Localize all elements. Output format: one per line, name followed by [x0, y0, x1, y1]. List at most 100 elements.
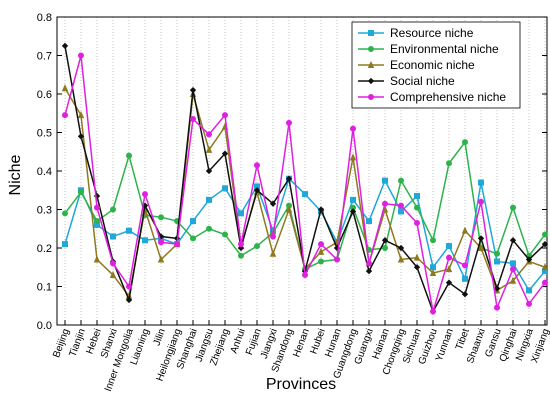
data-point [269, 200, 277, 207]
data-point [237, 210, 244, 217]
data-point [78, 52, 85, 59]
data-point [317, 206, 325, 213]
data-point [317, 241, 324, 248]
y-tick-label: 0.2 [37, 243, 52, 255]
data-point [525, 256, 533, 263]
data-point [349, 208, 357, 215]
data-point [509, 260, 516, 267]
data-point [221, 150, 229, 157]
data-point [126, 227, 133, 234]
data-point [542, 279, 549, 286]
data-point [397, 202, 404, 209]
legend-marker [367, 94, 374, 101]
data-point [189, 235, 196, 242]
data-point [141, 237, 148, 244]
data-point [461, 275, 468, 282]
data-point [461, 226, 469, 234]
data-point [109, 270, 117, 278]
data-point [285, 119, 292, 126]
data-point [205, 225, 212, 232]
data-point [253, 187, 261, 194]
data-point [126, 152, 133, 159]
data-point [493, 258, 500, 265]
data-point [509, 276, 517, 284]
data-point [205, 145, 213, 153]
x-tick-label: Jilin [152, 327, 168, 347]
data-point [253, 162, 260, 169]
data-point [93, 255, 101, 263]
data-point [429, 237, 436, 244]
legend-item: Social niche [358, 74, 455, 88]
data-point [349, 153, 357, 161]
data-point [126, 283, 133, 290]
data-point [493, 285, 501, 292]
data-point [413, 219, 420, 226]
data-point [301, 271, 308, 278]
data-point [110, 206, 117, 213]
data-point [365, 267, 373, 275]
data-point [110, 233, 117, 240]
data-point [445, 264, 453, 273]
data-point [253, 243, 260, 250]
data-point [509, 266, 516, 273]
data-point [77, 133, 85, 140]
legend-item: Comprehensive niche [358, 90, 506, 104]
data-point [157, 214, 164, 221]
data-point [285, 175, 293, 182]
data-point [461, 262, 468, 269]
data-point [526, 300, 533, 307]
data-point [477, 198, 484, 205]
legend-label: Economic niche [390, 58, 475, 72]
data-point [365, 260, 372, 267]
data-point [189, 86, 197, 94]
data-point [381, 177, 388, 184]
data-point [477, 179, 484, 186]
data-point [349, 196, 356, 203]
data-point [301, 191, 308, 198]
data-point [269, 249, 277, 257]
data-point [141, 191, 148, 198]
data-point [62, 210, 69, 217]
legend-marker [367, 77, 375, 85]
legend-item: Resource niche [358, 26, 474, 40]
data-point [429, 268, 437, 277]
legend-marker [367, 46, 374, 53]
legend-label: Environmental niche [390, 42, 499, 56]
data-point [78, 189, 85, 196]
legend-label: Social niche [390, 74, 455, 88]
legend-marker [367, 60, 375, 68]
legend-label: Resource niche [390, 26, 474, 40]
data-point [62, 241, 69, 248]
data-point [526, 287, 533, 294]
data-point [445, 160, 452, 167]
data-point [413, 193, 420, 200]
data-point [61, 42, 69, 50]
data-point [237, 241, 244, 248]
y-tick-label: 0.3 [37, 205, 52, 217]
data-point [365, 218, 372, 225]
y-tick-label: 0.8 [37, 12, 52, 24]
y-tick-label: 0.1 [37, 282, 52, 294]
data-point [205, 131, 212, 138]
data-point [397, 244, 405, 252]
y-tick-label: 0.5 [37, 128, 52, 140]
data-point [477, 235, 485, 242]
data-point [62, 112, 69, 119]
series-lines [61, 42, 549, 315]
data-point [189, 116, 196, 123]
data-point [429, 308, 436, 315]
data-point [461, 139, 468, 146]
legend-item: Economic niche [358, 58, 475, 72]
data-point [445, 243, 452, 250]
data-point [205, 167, 213, 175]
data-point [285, 205, 293, 213]
y-tick-label: 0.4 [37, 166, 52, 178]
data-point [461, 291, 469, 298]
data-point [61, 84, 69, 92]
data-point [493, 250, 500, 257]
data-point [173, 241, 180, 248]
y-axis-label: Niche [7, 154, 24, 195]
data-point [509, 237, 517, 244]
data-point [333, 256, 340, 263]
data-point [542, 231, 549, 238]
